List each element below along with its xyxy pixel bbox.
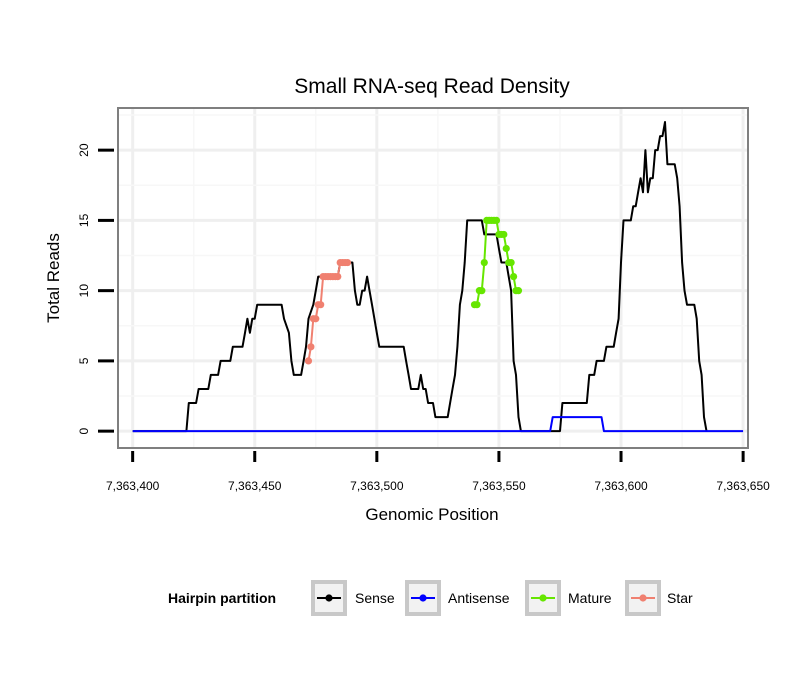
data-point-star (317, 301, 325, 309)
data-point-star (334, 272, 342, 281)
legend: Hairpin partition Sense Antisense Mature St… (168, 580, 693, 616)
y-tick-label: 20 (77, 143, 91, 157)
y-tick-label: 0 (77, 427, 91, 434)
data-point-mature (473, 301, 481, 309)
x-tick-label: 7,363,650 (716, 479, 770, 493)
plot-background (118, 108, 748, 448)
legend-marker-antisense (419, 594, 427, 602)
legend-marker-mature (539, 594, 547, 602)
data-point-star (343, 258, 352, 267)
series-layer (132, 121, 744, 433)
legend-marker-star (639, 594, 647, 602)
series-line-antisense (132, 416, 744, 433)
y-axis: 0 5 10 15 20 (77, 143, 114, 434)
y-tick-label: 5 (77, 357, 91, 364)
data-point-star (304, 357, 313, 365)
x-tick-label: 7,363,500 (350, 479, 404, 493)
plot-area (117, 107, 749, 449)
legend-label-star: Star (667, 590, 693, 606)
y-tick-label: 10 (77, 284, 91, 298)
series-line-sense (132, 121, 708, 433)
x-tick-label: 7,363,400 (106, 479, 160, 493)
legend-marker-sense (325, 594, 333, 602)
x-tick-label: 7,363,600 (594, 479, 648, 493)
data-point-mature (507, 258, 515, 267)
x-axis: 7,363,400 7,363,450 7,363,500 7,363,550 7,36… (106, 451, 770, 493)
data-point-star (312, 315, 320, 323)
data-point-mature (480, 258, 488, 267)
y-axis-title: Total Reads (44, 233, 63, 323)
data-point-star (307, 343, 315, 351)
chart-title: Small RNA-seq Read Density (294, 75, 570, 98)
plot-border (117, 107, 749, 449)
data-point-mature (509, 272, 518, 281)
legend-title: Hairpin partition (168, 590, 276, 606)
data-point-mature (502, 244, 510, 253)
x-axis-title: Genomic Position (365, 505, 498, 524)
x-tick-label: 7,363,450 (228, 479, 282, 493)
legend-label-antisense: Antisense (448, 590, 510, 606)
data-point-mature (478, 287, 486, 295)
data-point-mature (500, 230, 508, 239)
legend-label-mature: Mature (568, 590, 612, 606)
legend-label-sense: Sense (355, 590, 395, 606)
data-point-mature (514, 287, 523, 295)
data-point-mature (492, 216, 501, 224)
x-tick-label: 7,363,550 (472, 479, 526, 493)
y-tick-label: 15 (77, 213, 91, 227)
